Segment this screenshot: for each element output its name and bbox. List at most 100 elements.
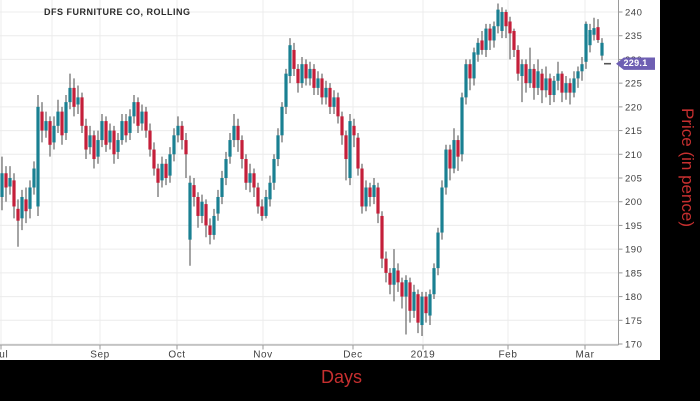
grid-layer bbox=[0, 0, 619, 345]
candle-up bbox=[460, 97, 464, 155]
candle-up bbox=[580, 64, 584, 72]
candle-down bbox=[548, 78, 552, 96]
candle-down bbox=[184, 140, 188, 155]
candle-up bbox=[556, 73, 560, 81]
candle-up bbox=[440, 187, 444, 233]
chart-panel: 1701751801851901952002052102152202252302… bbox=[0, 0, 660, 360]
y-axis-tick-label: 235 bbox=[625, 31, 642, 42]
last-price-tag: 229.1 bbox=[616, 57, 655, 70]
y-axis-tick-label: 195 bbox=[625, 221, 642, 232]
candle-up bbox=[364, 187, 368, 207]
candle-up bbox=[120, 121, 124, 141]
candle-up bbox=[8, 178, 12, 187]
candle-down bbox=[180, 125, 184, 141]
x-axis-tick-label: Nov bbox=[253, 350, 273, 361]
candle-up bbox=[500, 12, 504, 31]
candle-down bbox=[540, 73, 544, 91]
candle-down bbox=[320, 78, 324, 98]
candle-down bbox=[304, 64, 308, 79]
y-axis-tick-label: 240 bbox=[625, 8, 642, 19]
candle-down bbox=[164, 163, 168, 179]
x-axis-tick-label: 2019 bbox=[411, 350, 436, 361]
candle-up bbox=[392, 268, 396, 285]
candle-up bbox=[220, 178, 224, 197]
candle-up bbox=[308, 68, 312, 79]
candle-down bbox=[156, 168, 160, 183]
candle-up bbox=[552, 80, 556, 96]
candle-down bbox=[40, 111, 44, 131]
candle-up bbox=[232, 125, 236, 141]
candle-down bbox=[340, 116, 344, 136]
candle-down bbox=[204, 204, 208, 226]
candle-up bbox=[588, 30, 592, 46]
candle-down bbox=[416, 294, 420, 323]
candle-up bbox=[108, 130, 112, 143]
candle-down bbox=[368, 187, 372, 197]
candle-up bbox=[132, 102, 136, 117]
candle-up bbox=[472, 52, 476, 79]
candle-up bbox=[492, 26, 496, 41]
candle-up bbox=[188, 182, 192, 240]
candle-down bbox=[448, 149, 452, 169]
candle-down bbox=[260, 206, 264, 216]
candle-up bbox=[200, 201, 204, 216]
candle-down bbox=[236, 125, 240, 141]
candle-up bbox=[300, 64, 304, 84]
candle-down bbox=[400, 282, 404, 297]
candle-up bbox=[76, 97, 80, 105]
candle-up bbox=[176, 125, 180, 136]
candle-up bbox=[268, 182, 272, 200]
candle-up bbox=[228, 140, 232, 157]
candle-up bbox=[436, 232, 440, 269]
y-axis-tick-label: 225 bbox=[625, 79, 642, 90]
candle-up bbox=[284, 73, 288, 107]
candle-down bbox=[104, 121, 108, 145]
candle-up bbox=[484, 28, 488, 50]
y-axis-tick-label: 175 bbox=[625, 316, 642, 327]
candle-down bbox=[384, 258, 388, 273]
candle-down bbox=[424, 296, 428, 314]
candle-down bbox=[560, 73, 564, 93]
candle-down bbox=[468, 64, 472, 79]
candle-down bbox=[312, 68, 316, 88]
candle-down bbox=[568, 83, 572, 93]
candle-down bbox=[380, 215, 384, 259]
candle-down bbox=[596, 27, 600, 40]
y-axis-tick-label: 200 bbox=[625, 197, 642, 208]
candle-up bbox=[212, 215, 216, 235]
candle-up bbox=[564, 83, 568, 93]
candle-up bbox=[584, 23, 588, 62]
candle-up bbox=[216, 196, 220, 214]
candle-up bbox=[272, 159, 276, 183]
chart-title: DFS FURNITURE CO, ROLLING bbox=[44, 7, 191, 17]
candle-down bbox=[252, 173, 256, 188]
candle-down bbox=[16, 208, 20, 221]
candle-up bbox=[276, 135, 280, 160]
candle-up bbox=[592, 28, 596, 35]
candle-down bbox=[144, 111, 148, 131]
candlestick-chart: 1701751801851901952002052102152202252302… bbox=[0, 0, 642, 360]
candle-up bbox=[520, 64, 524, 77]
candle-up bbox=[464, 64, 468, 98]
axes-layer: 1701751801851901952002052102152202252302… bbox=[0, 0, 642, 360]
x-axis-tick-label: Jul bbox=[0, 350, 8, 361]
candle-down bbox=[480, 40, 484, 50]
last-price-value: 229.1 bbox=[623, 57, 648, 68]
candle-down bbox=[336, 97, 340, 117]
candle-down bbox=[152, 149, 156, 169]
x-axis-title: Days bbox=[321, 367, 363, 387]
candle-down bbox=[360, 168, 364, 207]
candle-down bbox=[292, 49, 296, 69]
candle-down bbox=[148, 130, 152, 150]
candle-up bbox=[64, 102, 68, 133]
candle-up bbox=[248, 173, 252, 183]
candle-down bbox=[532, 68, 536, 88]
candle-up bbox=[160, 163, 164, 181]
candle-up bbox=[128, 116, 132, 133]
candle-up bbox=[224, 159, 228, 179]
candle-down bbox=[72, 87, 76, 107]
candle-up bbox=[412, 291, 416, 311]
candle-down bbox=[524, 64, 528, 84]
candle-down bbox=[24, 199, 28, 212]
y-axis-tick-label: 220 bbox=[625, 102, 642, 113]
